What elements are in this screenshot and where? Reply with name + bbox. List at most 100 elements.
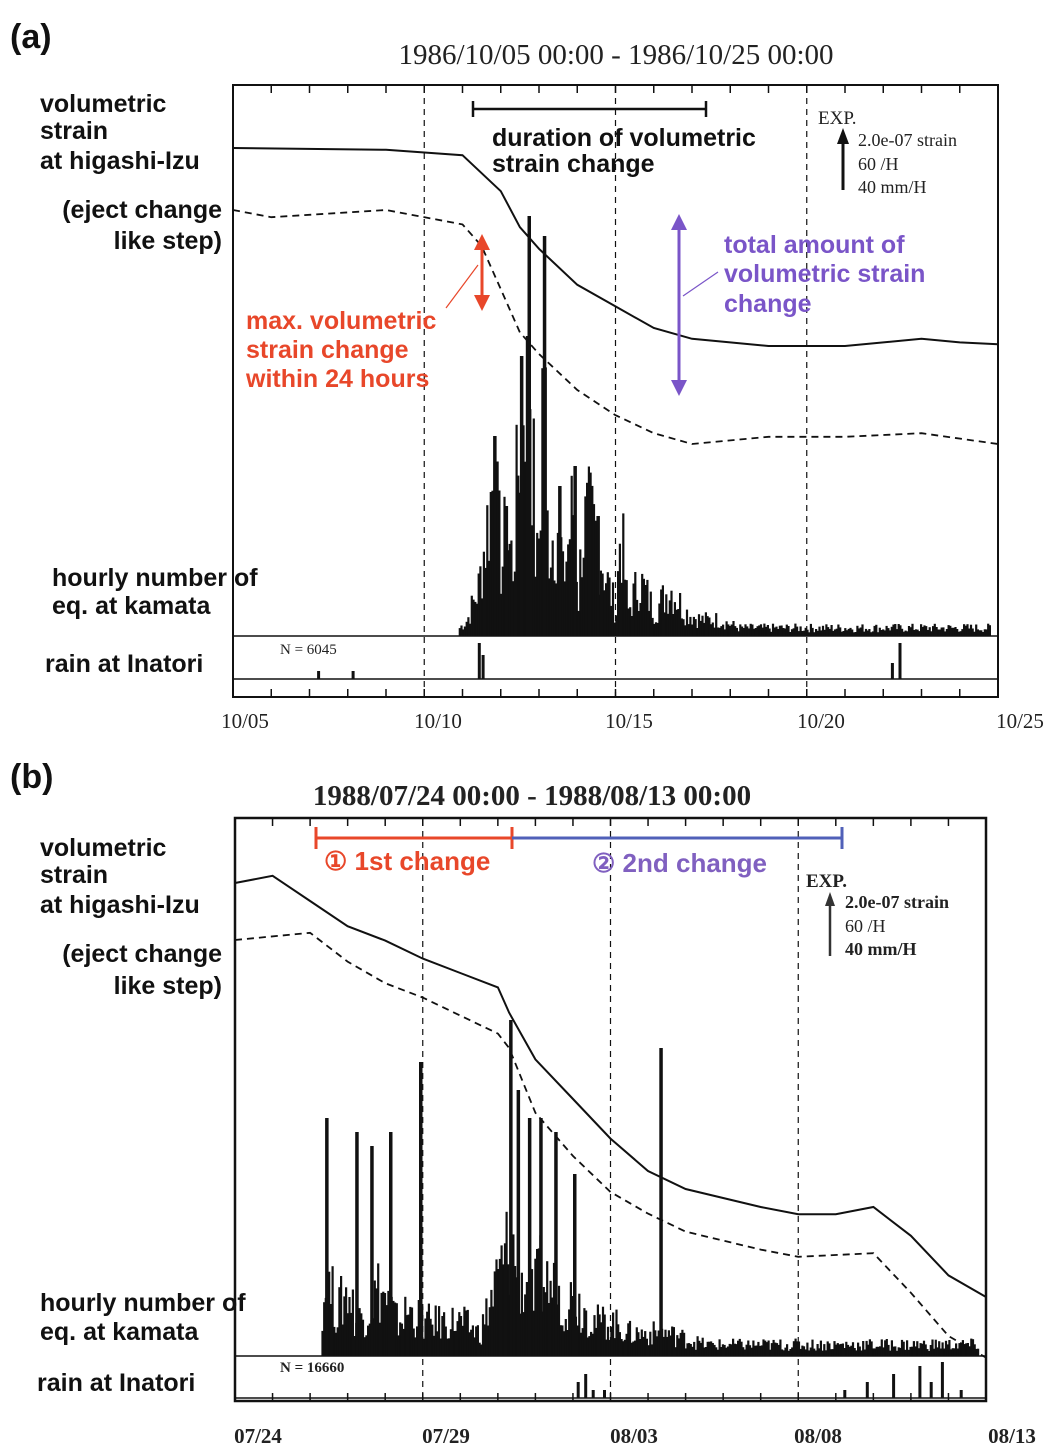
- chart-b-eq-bar-199: [657, 1330, 660, 1356]
- chart-b-eq-bar-5: [329, 1304, 332, 1356]
- chart-b-eject-label-line2: like step): [114, 972, 222, 1000]
- chart-b-eq-bar-322: [865, 1340, 868, 1356]
- chart-b-eq-bar-262: [764, 1340, 767, 1356]
- chart-a-eq-bar-8: [472, 599, 475, 636]
- chart-b-eq-bar-278: [791, 1347, 794, 1356]
- chart-b-eq-bar-328: [875, 1346, 878, 1356]
- chart-a-eq-bar-169: [749, 623, 752, 636]
- chart-a-eq-bar-153: [722, 624, 725, 636]
- chart-b-eq-bar-107: [502, 1264, 505, 1356]
- chart-b-eq-bar-383: [968, 1346, 971, 1356]
- chart-a-eq-bar-39: [525, 336, 528, 636]
- chart-b-eq-bar-65: [431, 1324, 434, 1356]
- chart-a-eq-bar-282: [944, 631, 947, 636]
- chart-a-eq-bar-265: [914, 629, 917, 636]
- chart-b-eq-bar-363: [934, 1339, 937, 1356]
- chart-b-eq-bar-113: [512, 1234, 515, 1356]
- chart-a-eq-bar-129: [680, 618, 683, 636]
- chart-b-eq-bar-207: [671, 1326, 674, 1356]
- chart-b-eq-bar-144: [564, 1319, 567, 1356]
- chart-a-eq-bar-159: [732, 621, 735, 636]
- chart-a-eq-bar-209: [818, 626, 821, 636]
- chart-a-eq-bar-108: [644, 585, 647, 636]
- chart-a-eq-bar-255: [897, 624, 900, 636]
- chart-b-eq-bar-34: [378, 1322, 381, 1356]
- chart-a-xtick-1: 10/10: [414, 709, 462, 733]
- chart-a-eq-bar-46: [537, 538, 541, 636]
- chart-b-eq-bar-88: [470, 1329, 473, 1356]
- chart-b-eq-bar-288: [808, 1350, 811, 1356]
- chart-a-eq-bar-98: [627, 608, 630, 636]
- chart-b-eq-bar-172: [612, 1312, 615, 1356]
- chart-b-eq-bar-349: [911, 1346, 914, 1356]
- chart-b-scale-eq: 60 /H: [845, 916, 886, 936]
- chart-b-eq-bar-6: [331, 1266, 334, 1356]
- chart-a-eq-bar-16: [486, 505, 489, 636]
- chart-a-eq-peak-7: [596, 516, 600, 636]
- chart-a-eq-bar-279: [938, 629, 942, 636]
- chart-b-eq-bar-36: [382, 1291, 385, 1356]
- chart-a-eq-bar-289: [956, 629, 959, 636]
- chart-b-eq-bar-375: [955, 1343, 958, 1356]
- chart-a-eq-peak-0: [493, 436, 497, 636]
- chart-a-strain-line: [232, 147, 999, 347]
- chart-a-eq-bar-179: [766, 625, 769, 636]
- chart-a-eq-bar-82: [599, 570, 602, 636]
- chart-b-eq-bar-188: [639, 1339, 642, 1356]
- chart-b-eq-bar-152: [578, 1293, 581, 1356]
- chart-b-eq-bar-259: [759, 1345, 762, 1356]
- chart-b-eq-bar-360: [929, 1345, 932, 1356]
- chart-b-eq-bar-245: [735, 1344, 738, 1356]
- chart-b-eq-bar-319: [860, 1350, 863, 1356]
- chart-a-eq-bar-249: [887, 628, 890, 636]
- chart-b-scale-exp: EXP.: [806, 871, 847, 892]
- chart-a-rain-bars: [317, 643, 902, 679]
- chart-a-eq-bar-101: [632, 583, 635, 636]
- chart-a-eq-bar-256: [899, 625, 902, 636]
- chart-a-eq-bar-110: [648, 610, 651, 636]
- chart-b-eq-bar-53: [410, 1307, 414, 1356]
- chart-a-total-label-line1: total amount of: [724, 231, 905, 259]
- chart-b-rain-bar-1: [584, 1374, 588, 1398]
- chart-b-eject-label: (eject change like step): [62, 940, 222, 1000]
- chart-a-eq-bar-211: [821, 625, 825, 636]
- chart-a-eq-bar-300: [975, 624, 978, 636]
- chart-b-eq-bar-96: [483, 1324, 486, 1356]
- chart-a-x-axis: 10/05 10/10 10/15 10/20 10/25: [221, 709, 1044, 733]
- chart-b-eq-bar-163: [596, 1304, 599, 1356]
- chart-a-eq-bar-278: [937, 629, 940, 636]
- chart-b-eq-bar-187: [637, 1332, 640, 1356]
- chart-b-eq-bar-90: [473, 1337, 476, 1356]
- chart-b-eq-bar-341: [897, 1347, 900, 1356]
- chart-b-eq-bar-100: [490, 1289, 493, 1356]
- chart-b-eq-bar-305: [836, 1343, 839, 1356]
- chart-a-eq-bar-34: [517, 475, 520, 636]
- chart-a-eq-bar-293: [963, 624, 966, 636]
- chart-a-eq-bars: [458, 216, 991, 636]
- chart-a-eq-bar-225: [846, 630, 849, 636]
- chart-b-eq-bar-155: [583, 1308, 586, 1356]
- chart-b-eq-bar-202: [662, 1336, 665, 1356]
- chart-a-eq-bar-301: [976, 629, 979, 636]
- chart-b-eq-bar-355: [921, 1343, 924, 1356]
- chart-b-eq-bar-320: [862, 1341, 865, 1356]
- chart-b-eq-bar-98: [487, 1325, 490, 1356]
- chart-a-eq-bar-156: [727, 624, 730, 636]
- chart-b-eq-bar-351: [914, 1346, 917, 1356]
- chart-b-eq-bar-296: [821, 1350, 824, 1356]
- chart-b-eq-bar-10: [338, 1287, 341, 1356]
- chart-b-eq-bar-228: [706, 1341, 709, 1356]
- panel-a-label: (a): [10, 18, 52, 56]
- chart-a-eq-bar-263: [911, 623, 914, 636]
- chart-b-eq-bar-208: [672, 1327, 675, 1356]
- chart-b-eq-bar-292: [814, 1350, 817, 1356]
- chart-b-eq-bar-83: [461, 1325, 464, 1356]
- chart-a-eq-bar-190: [785, 624, 788, 636]
- chart-b-eq-label: hourly number of eq. at kamata: [40, 1289, 246, 1346]
- chart-a-eq-bar-24: [500, 593, 503, 636]
- chart-b-eq-bar-226: [703, 1347, 706, 1356]
- chart-b-eq-bar-232: [713, 1344, 716, 1356]
- chart-b-eq-bar-169: [606, 1326, 610, 1356]
- chart-b-eq-bar-378: [960, 1343, 963, 1356]
- chart-b-eq-bar-222: [696, 1336, 699, 1356]
